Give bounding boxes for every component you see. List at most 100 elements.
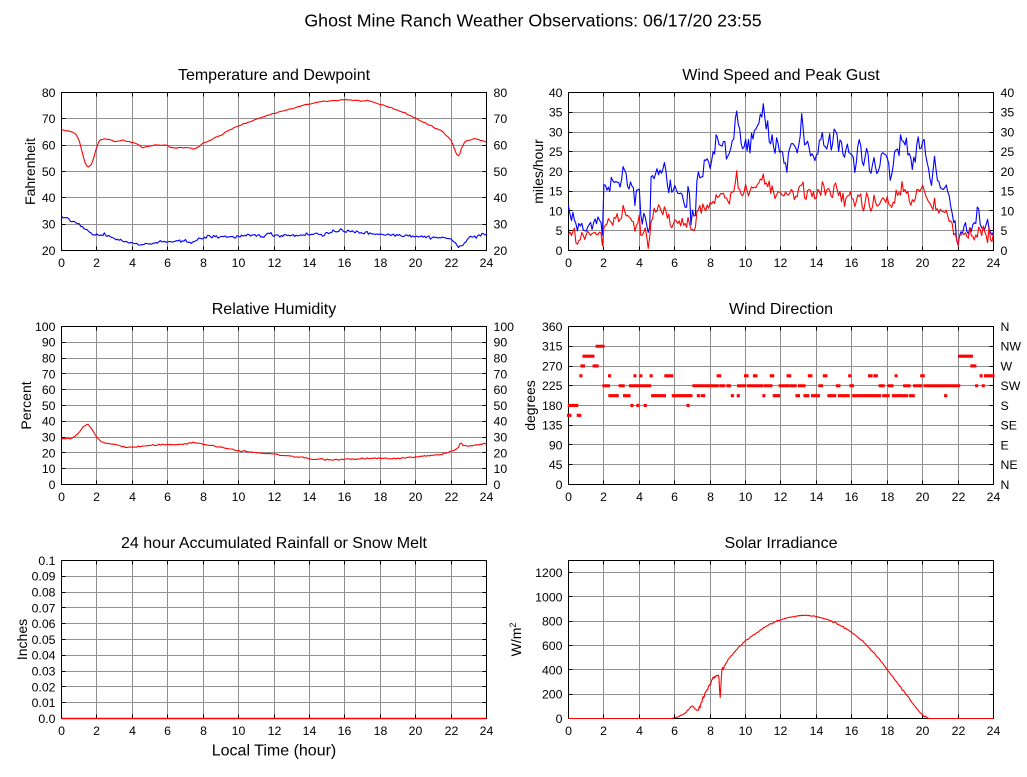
svg-text:16: 16 [845, 256, 859, 270]
svg-text:10: 10 [739, 724, 753, 738]
svg-text:100: 100 [35, 320, 56, 334]
svg-text:6: 6 [671, 490, 678, 504]
svg-text:6: 6 [671, 724, 678, 738]
svg-text:12: 12 [268, 724, 282, 738]
svg-text:30: 30 [42, 431, 56, 445]
svg-text:22: 22 [445, 256, 459, 270]
svg-text:12: 12 [268, 256, 282, 270]
svg-text:2: 2 [600, 256, 607, 270]
svg-text:50: 50 [42, 165, 56, 179]
svg-text:10: 10 [739, 490, 753, 504]
svg-text:5: 5 [556, 224, 563, 238]
svg-text:E: E [1001, 438, 1009, 452]
svg-text:Relative Humidity: Relative Humidity [212, 301, 336, 318]
svg-text:12: 12 [774, 490, 788, 504]
svg-text:1000: 1000 [535, 590, 563, 604]
svg-text:10: 10 [232, 256, 246, 270]
svg-text:0: 0 [556, 244, 563, 258]
svg-text:360: 360 [542, 320, 563, 334]
svg-text:14: 14 [303, 256, 317, 270]
svg-text:16: 16 [845, 490, 859, 504]
svg-text:8: 8 [200, 724, 207, 738]
svg-text:400: 400 [542, 663, 563, 677]
svg-text:20: 20 [549, 165, 563, 179]
svg-text:6: 6 [164, 724, 171, 738]
svg-text:25: 25 [549, 145, 563, 159]
svg-text:0.07: 0.07 [32, 601, 56, 615]
svg-text:SW: SW [1001, 379, 1021, 393]
svg-text:24 hour Accumulated Rainfall o: 24 hour Accumulated Rainfall or Snow Mel… [121, 535, 427, 552]
svg-text:90: 90 [42, 336, 56, 350]
svg-text:50: 50 [42, 399, 56, 413]
svg-text:W: W [1001, 359, 1013, 373]
svg-text:22: 22 [445, 490, 459, 504]
svg-text:15: 15 [1001, 185, 1015, 199]
svg-text:0.05: 0.05 [32, 633, 56, 647]
svg-text:N: N [1001, 320, 1010, 334]
svg-text:18: 18 [374, 256, 388, 270]
svg-text:50: 50 [494, 399, 508, 413]
svg-text:40: 40 [494, 415, 508, 429]
svg-text:4: 4 [129, 724, 136, 738]
svg-text:2: 2 [600, 490, 607, 504]
svg-text:40: 40 [494, 191, 508, 205]
svg-text:Ghost Mine Ranch Weather Obser: Ghost Mine Ranch Weather Observations: 0… [304, 11, 761, 31]
svg-text:80: 80 [494, 352, 508, 366]
svg-text:4: 4 [636, 724, 643, 738]
svg-text:Temperature and Dewpoint: Temperature and Dewpoint [178, 67, 371, 84]
svg-text:10: 10 [1001, 204, 1015, 218]
svg-text:16: 16 [338, 724, 352, 738]
svg-text:45: 45 [549, 458, 563, 472]
svg-text:8: 8 [707, 490, 714, 504]
svg-text:22: 22 [952, 490, 966, 504]
svg-text:14: 14 [303, 490, 317, 504]
svg-text:50: 50 [494, 165, 508, 179]
svg-text:30: 30 [42, 218, 56, 232]
svg-text:60: 60 [494, 139, 508, 153]
svg-text:16: 16 [845, 724, 859, 738]
svg-text:24: 24 [987, 256, 1001, 270]
svg-text:70: 70 [494, 112, 508, 126]
svg-text:22: 22 [952, 256, 966, 270]
svg-text:90: 90 [494, 336, 508, 350]
svg-text:30: 30 [549, 125, 563, 139]
svg-text:NW: NW [1001, 340, 1022, 354]
svg-text:0.1: 0.1 [38, 554, 55, 568]
svg-text:5: 5 [1001, 224, 1008, 238]
svg-text:Wind Direction: Wind Direction [729, 301, 833, 318]
svg-text:40: 40 [42, 415, 56, 429]
svg-text:0: 0 [494, 478, 501, 492]
svg-text:18: 18 [374, 724, 388, 738]
svg-text:30: 30 [494, 431, 508, 445]
svg-text:70: 70 [42, 367, 56, 381]
svg-text:12: 12 [268, 490, 282, 504]
svg-text:80: 80 [42, 352, 56, 366]
svg-text:4: 4 [129, 490, 136, 504]
svg-text:20: 20 [1001, 165, 1015, 179]
svg-text:10: 10 [494, 462, 508, 476]
svg-text:20: 20 [494, 446, 508, 460]
svg-text:70: 70 [494, 367, 508, 381]
svg-text:S: S [1001, 399, 1009, 413]
svg-text:10: 10 [739, 256, 753, 270]
svg-text:24: 24 [480, 256, 494, 270]
svg-text:35: 35 [549, 106, 563, 120]
svg-text:0.0: 0.0 [38, 712, 55, 726]
svg-text:80: 80 [42, 86, 56, 100]
svg-text:0: 0 [556, 712, 563, 726]
svg-text:6: 6 [164, 490, 171, 504]
svg-text:20: 20 [916, 490, 930, 504]
svg-text:2: 2 [93, 724, 100, 738]
svg-text:0: 0 [49, 478, 56, 492]
svg-text:60: 60 [42, 383, 56, 397]
svg-text:60: 60 [494, 383, 508, 397]
svg-text:24: 24 [480, 490, 494, 504]
svg-text:Wind Speed and Peak Gust: Wind Speed and Peak Gust [682, 67, 880, 84]
svg-text:0: 0 [565, 724, 572, 738]
svg-text:70: 70 [42, 112, 56, 126]
svg-text:0.04: 0.04 [32, 649, 56, 663]
svg-text:1200: 1200 [535, 566, 563, 580]
svg-text:2: 2 [93, 490, 100, 504]
svg-text:NE: NE [1001, 458, 1018, 472]
svg-text:Percent: Percent [18, 381, 34, 429]
